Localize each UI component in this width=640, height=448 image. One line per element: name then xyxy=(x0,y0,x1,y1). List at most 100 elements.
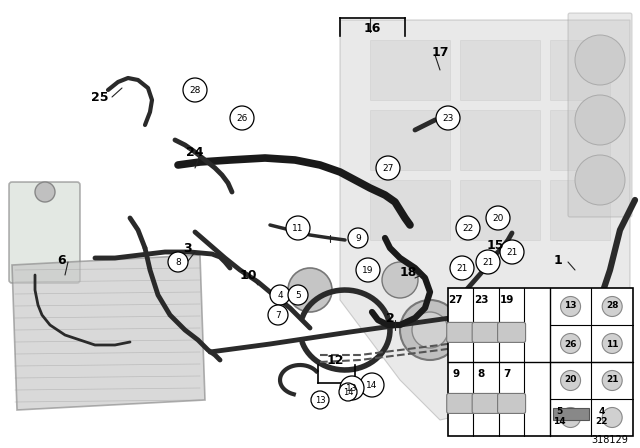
FancyBboxPatch shape xyxy=(472,393,500,414)
Circle shape xyxy=(561,408,580,427)
Circle shape xyxy=(500,240,524,264)
Text: 8: 8 xyxy=(477,369,484,379)
Text: 3: 3 xyxy=(184,241,192,254)
Text: 21: 21 xyxy=(506,247,518,257)
Circle shape xyxy=(356,258,380,282)
Circle shape xyxy=(561,333,580,353)
FancyBboxPatch shape xyxy=(9,182,80,283)
Circle shape xyxy=(412,312,448,348)
Text: 318129: 318129 xyxy=(591,435,628,445)
Text: 20: 20 xyxy=(492,214,504,223)
Text: 20: 20 xyxy=(564,375,577,384)
Circle shape xyxy=(561,297,580,316)
Circle shape xyxy=(340,376,364,400)
Text: 12: 12 xyxy=(326,353,344,366)
Text: 21: 21 xyxy=(606,375,618,384)
Circle shape xyxy=(382,262,418,298)
Circle shape xyxy=(602,370,622,391)
Text: 2: 2 xyxy=(386,311,394,324)
Circle shape xyxy=(561,370,580,391)
Polygon shape xyxy=(12,255,205,410)
Text: 24: 24 xyxy=(186,146,204,159)
Circle shape xyxy=(311,391,329,409)
Circle shape xyxy=(476,250,500,274)
Bar xyxy=(552,408,589,419)
Text: 23: 23 xyxy=(474,295,488,305)
Circle shape xyxy=(486,206,510,230)
Text: 8: 8 xyxy=(175,258,181,267)
Text: 4: 4 xyxy=(277,290,283,300)
Text: 28: 28 xyxy=(606,301,618,310)
Text: 5: 5 xyxy=(295,290,301,300)
Circle shape xyxy=(450,256,474,280)
FancyBboxPatch shape xyxy=(497,323,525,342)
Circle shape xyxy=(575,95,625,145)
Circle shape xyxy=(230,106,254,130)
Circle shape xyxy=(575,35,625,85)
Circle shape xyxy=(456,216,480,240)
Circle shape xyxy=(575,155,625,205)
Text: 10: 10 xyxy=(239,268,257,281)
Text: 13: 13 xyxy=(315,396,325,405)
Bar xyxy=(370,40,450,100)
Bar xyxy=(460,40,540,100)
Bar xyxy=(448,288,633,436)
Text: 1: 1 xyxy=(554,254,563,267)
Text: 11: 11 xyxy=(292,224,304,233)
Text: 28: 28 xyxy=(189,86,201,95)
Text: 9: 9 xyxy=(452,369,459,379)
Text: 13: 13 xyxy=(564,301,577,310)
Text: 21: 21 xyxy=(456,263,468,272)
Bar xyxy=(550,40,610,100)
Text: 9: 9 xyxy=(355,233,361,242)
Circle shape xyxy=(602,333,622,353)
Circle shape xyxy=(602,297,622,316)
FancyBboxPatch shape xyxy=(497,393,525,414)
Text: 19: 19 xyxy=(499,295,514,305)
Circle shape xyxy=(339,383,357,401)
Circle shape xyxy=(348,228,368,248)
Text: 26: 26 xyxy=(564,340,577,349)
Text: 27: 27 xyxy=(448,295,463,305)
FancyBboxPatch shape xyxy=(447,323,475,342)
Circle shape xyxy=(288,268,332,312)
Bar xyxy=(460,180,540,240)
Text: 27: 27 xyxy=(382,164,394,172)
Text: 7: 7 xyxy=(503,369,510,379)
FancyBboxPatch shape xyxy=(568,13,632,217)
Circle shape xyxy=(360,373,384,397)
Text: 25: 25 xyxy=(92,90,109,103)
Text: 11: 11 xyxy=(606,340,618,349)
Text: 7: 7 xyxy=(275,310,281,319)
Text: 16: 16 xyxy=(364,22,381,34)
Bar xyxy=(550,180,610,240)
Circle shape xyxy=(270,285,290,305)
Bar xyxy=(370,180,450,240)
Bar xyxy=(550,110,610,170)
Text: 14: 14 xyxy=(343,388,353,396)
Circle shape xyxy=(268,305,288,325)
Circle shape xyxy=(400,300,460,360)
Text: 26: 26 xyxy=(236,113,248,122)
Circle shape xyxy=(168,252,188,272)
Text: 23: 23 xyxy=(442,113,454,122)
Bar xyxy=(370,110,450,170)
FancyBboxPatch shape xyxy=(447,393,475,414)
Text: 13: 13 xyxy=(346,383,358,392)
Bar xyxy=(460,110,540,170)
Text: 17: 17 xyxy=(431,46,449,59)
Circle shape xyxy=(286,216,310,240)
FancyBboxPatch shape xyxy=(472,323,500,342)
Circle shape xyxy=(376,156,400,180)
Text: 19: 19 xyxy=(362,266,374,275)
Circle shape xyxy=(35,182,55,202)
Text: 5
14: 5 14 xyxy=(554,407,566,426)
Text: 6: 6 xyxy=(58,254,67,267)
Polygon shape xyxy=(340,20,630,420)
Text: 18: 18 xyxy=(399,266,417,279)
Circle shape xyxy=(183,78,207,102)
Text: 22: 22 xyxy=(462,224,474,233)
Circle shape xyxy=(602,408,622,427)
Circle shape xyxy=(436,106,460,130)
Text: 21: 21 xyxy=(483,258,493,267)
